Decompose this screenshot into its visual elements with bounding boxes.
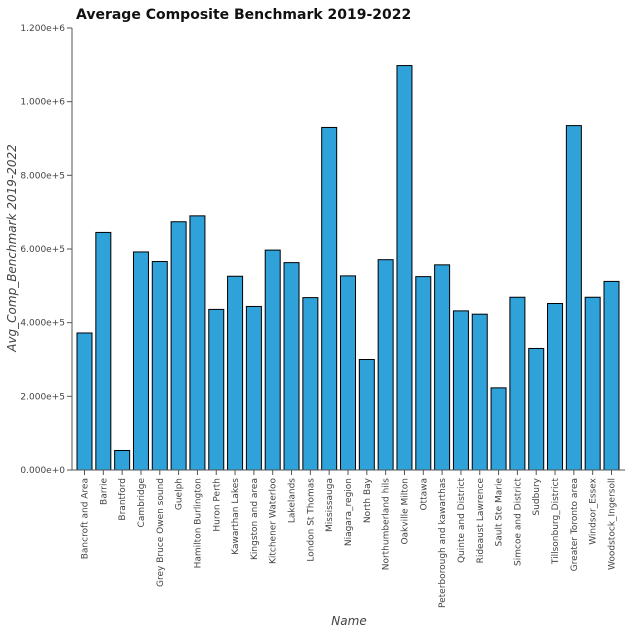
x-tick-label: Northumberland hils xyxy=(382,478,392,571)
y-tick-label: 2.000e+5 xyxy=(20,392,65,402)
x-tick-label: London St Thomas xyxy=(306,478,316,562)
bar xyxy=(114,449,131,471)
y-tick-label: 6.000e+5 xyxy=(20,245,65,255)
bar xyxy=(509,296,526,471)
y-axis-ticks: 0.000e+0 2.000e+5 4.000e+5 6.000e+5 8.000e+5… xyxy=(20,24,72,476)
x-tick-label: Ottawa xyxy=(419,478,429,511)
y-axis-label: Avg_Comp_Benchmark 2019-2022 xyxy=(5,144,19,353)
bar xyxy=(358,359,375,471)
bar xyxy=(245,305,262,471)
y-tick-label: 4.000e+5 xyxy=(20,319,65,329)
bar xyxy=(396,65,413,471)
x-tick-label: Sudbury xyxy=(532,477,542,515)
x-tick-label: Barrie xyxy=(99,478,109,505)
bar xyxy=(377,259,394,471)
x-tick-label: Mississauga xyxy=(325,478,335,532)
x-tick-label: Tillsonburg_District xyxy=(551,478,561,566)
bar xyxy=(434,264,451,471)
bar xyxy=(227,275,244,471)
bar xyxy=(415,276,432,471)
bar xyxy=(490,387,507,471)
bar xyxy=(603,280,620,471)
bar xyxy=(151,261,168,471)
x-tick-label: Oakville Milton xyxy=(400,478,410,545)
bar xyxy=(452,310,469,471)
y-tick-label: 1.000e+6 xyxy=(20,98,65,108)
x-tick-label: Guelph xyxy=(175,478,185,510)
x-tick-label: Niagara_region xyxy=(344,478,354,546)
x-tick-label: Hamilton Burlington xyxy=(193,478,203,568)
bar xyxy=(471,313,488,471)
bar xyxy=(95,231,112,471)
x-tick-label: Bancroft and Area xyxy=(81,478,91,559)
y-tick-label: 8.000e+5 xyxy=(20,171,65,181)
bar xyxy=(340,275,356,471)
bar xyxy=(283,262,300,471)
bar xyxy=(132,251,149,471)
x-tick-label: North Bay xyxy=(363,477,373,523)
x-tick-label: Kawarthan Lakes xyxy=(231,478,241,555)
x-tick-label: Kitchener Waterloo xyxy=(269,478,279,565)
x-tick-label: Cambridge xyxy=(137,478,147,528)
y-tick-label: 0.000e+0 xyxy=(20,466,65,476)
x-tick-label: Greater Toronto area xyxy=(570,478,580,571)
bar xyxy=(170,221,187,471)
x-tick-label: Brantford xyxy=(118,478,128,521)
x-tick-label: Grey Bruce Owen sound xyxy=(156,478,166,587)
x-tick-label: Kingston and area xyxy=(250,478,260,560)
x-tick-label: Windsor_Essex xyxy=(589,477,599,544)
x-tick-label: Rideaust Lawrence xyxy=(476,478,486,564)
x-tick-label: Simcoe and District xyxy=(513,478,523,566)
x-axis-label: Name xyxy=(331,614,366,628)
bar xyxy=(208,308,225,471)
y-tick-label: 1.200e+6 xyxy=(20,24,65,34)
x-axis-ticks: Bancroft and Area Barrie Brantford Cambridg… xyxy=(81,470,618,608)
bar xyxy=(528,347,545,471)
bar xyxy=(264,249,281,471)
bar xyxy=(189,215,206,471)
bar xyxy=(547,303,564,471)
x-tick-label: Lakelands xyxy=(288,478,298,523)
x-tick-label: Woodstock_Ingersoll xyxy=(608,478,618,570)
x-tick-label: Quinte and District xyxy=(457,478,467,564)
x-tick-label: Sault Ste Marie xyxy=(495,478,505,547)
bars-group xyxy=(76,65,620,471)
x-tick-label: Peterborough and kawarthas xyxy=(438,478,448,608)
bar xyxy=(321,126,338,471)
x-tick-label: Huron Perth xyxy=(212,478,222,532)
bar xyxy=(76,332,93,471)
bar xyxy=(584,296,601,471)
bar xyxy=(302,297,319,471)
bar xyxy=(565,125,582,471)
chart-title: Average Composite Benchmark 2019-2022 xyxy=(76,7,411,23)
